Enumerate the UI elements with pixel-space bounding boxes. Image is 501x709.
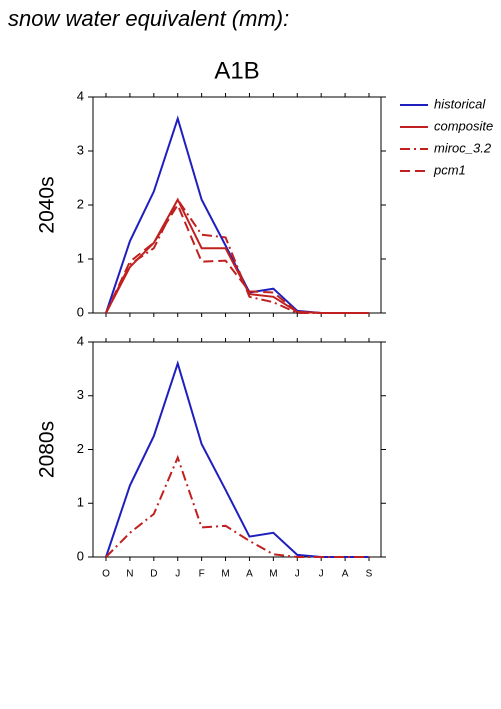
x-tick-label: F <box>199 569 205 580</box>
plot-frame <box>92 341 382 558</box>
y-tick-label: 3 <box>77 387 84 402</box>
x-tick-label: O <box>102 569 110 580</box>
y-tick-label: 4 <box>77 88 84 103</box>
series-line <box>105 202 369 314</box>
panel-label: 2040s <box>36 176 59 233</box>
series-line <box>105 197 369 314</box>
y-tick-label: 3 <box>77 142 84 157</box>
x-tick-label: A <box>246 569 253 580</box>
y-tick-label: 0 <box>77 304 84 319</box>
legend-label: composite <box>434 118 493 133</box>
chart-subtitle: A1B <box>214 57 259 84</box>
x-tick-label: J <box>319 569 324 580</box>
series-line <box>105 197 369 314</box>
x-tick-label: N <box>126 569 133 580</box>
series-line <box>105 454 369 558</box>
legend-label: miroc_3.2 <box>434 140 492 155</box>
x-tick-label: M <box>221 569 229 580</box>
series-line <box>105 115 369 314</box>
x-tick-label: D <box>150 569 157 580</box>
x-tick-label: J <box>175 569 180 580</box>
legend-label: historical <box>434 96 486 111</box>
y-tick-label: 0 <box>77 548 84 563</box>
y-tick-label: 4 <box>77 333 84 348</box>
x-tick-label: M <box>269 569 277 580</box>
plot-frame <box>92 96 382 314</box>
panel-label: 2080s <box>36 421 59 478</box>
y-tick-label: 1 <box>77 250 84 265</box>
y-tick-label: 2 <box>77 196 84 211</box>
y-tick-label: 2 <box>77 441 84 456</box>
x-tick-label: A <box>342 569 349 580</box>
legend-label: pcm1 <box>433 162 466 177</box>
x-tick-label: S <box>366 569 373 580</box>
chart-title: snow water equivalent (mm): <box>8 6 289 31</box>
y-tick-label: 1 <box>77 495 84 510</box>
series-line <box>105 360 369 558</box>
x-tick-label: J <box>295 569 300 580</box>
